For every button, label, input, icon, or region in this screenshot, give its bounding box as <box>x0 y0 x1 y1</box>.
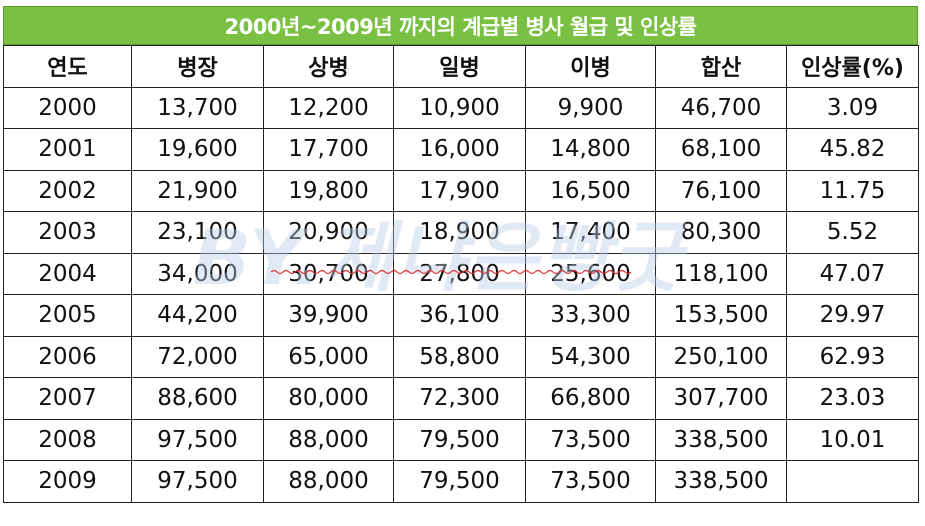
cell-private-first-class: 79,500 <box>393 418 526 461</box>
cell-year: 2005 <box>3 294 132 337</box>
table-row: 2002 21,900 19,800 17,900 16,500 76,100 11.75 <box>3 169 919 212</box>
cell-increase-rate <box>786 460 919 503</box>
cell-sergeant: 23,100 <box>131 211 264 254</box>
table-row: 2003 23,100 20,900 18,900 17,400 80,300 5.52 <box>3 211 919 254</box>
cell-private: 25,600 <box>525 252 656 295</box>
column-header-private: 이병 <box>525 45 656 88</box>
cell-increase-rate: 3.09 <box>786 86 919 129</box>
cell-private: 66,800 <box>525 377 656 420</box>
cell-private: 16,500 <box>525 169 656 212</box>
column-header-increase-rate: 인상률(%) <box>786 45 919 88</box>
cell-corporal: 65,000 <box>263 335 394 378</box>
cell-private-first-class: 58,800 <box>393 335 526 378</box>
cell-private-first-class: 27,800 <box>393 252 526 295</box>
header-row: 연도 병장 상병 일병 이병 합산 인상률(%) <box>3 45 919 88</box>
cell-total: 76,100 <box>655 169 787 212</box>
cell-increase-rate: 10.01 <box>786 418 919 461</box>
cell-year: 2004 <box>3 252 132 295</box>
cell-private: 33,300 <box>525 294 656 337</box>
cell-sergeant: 34,000 <box>131 252 264 295</box>
cell-year: 2000 <box>3 86 132 129</box>
cell-total: 250,100 <box>655 335 787 378</box>
table-row: 2008 97,500 88,000 79,500 73,500 338,500 10.01 <box>3 418 919 461</box>
cell-private-first-class: 72,300 <box>393 377 526 420</box>
cell-private-first-class: 79,500 <box>393 460 526 503</box>
cell-sergeant: 13,700 <box>131 86 264 129</box>
cell-increase-rate: 23.03 <box>786 377 919 420</box>
cell-total: 46,700 <box>655 86 787 129</box>
cell-year: 2007 <box>3 377 132 420</box>
salary-table: 연도 병장 상병 일병 이병 합산 인상률(%) 2000 13,700 12,20… <box>3 45 919 503</box>
cell-year: 2009 <box>3 460 132 503</box>
cell-corporal: 80,000 <box>263 377 394 420</box>
cell-total: 338,500 <box>655 460 787 503</box>
cell-private: 73,500 <box>525 418 656 461</box>
cell-private-first-class: 36,100 <box>393 294 526 337</box>
table-row: 2000 13,700 12,200 10,900 9,900 46,700 3.09 <box>3 86 919 129</box>
cell-sergeant: 72,000 <box>131 335 264 378</box>
cell-year: 2002 <box>3 169 132 212</box>
table-body: 2000 13,700 12,200 10,900 9,900 46,700 3.09 200… <box>3 86 919 503</box>
cell-total: 68,100 <box>655 128 787 171</box>
cell-corporal: 88,000 <box>263 460 394 503</box>
cell-corporal: 20,900 <box>263 211 394 254</box>
table-title: 2000년~2009년 까지의 계급별 병사 월급 및 인상률 <box>3 6 918 45</box>
cell-corporal: 88,000 <box>263 418 394 461</box>
table-row: 2001 19,600 17,700 16,000 14,800 68,100 45.82 <box>3 128 919 171</box>
cell-year: 2008 <box>3 418 132 461</box>
cell-sergeant: 97,500 <box>131 460 264 503</box>
table-row: 2007 88,600 80,000 72,300 66,800 307,700 23.03 <box>3 377 919 420</box>
column-header-corporal: 상병 <box>263 45 394 88</box>
cell-private: 54,300 <box>525 335 656 378</box>
cell-corporal: 30,700 <box>263 252 394 295</box>
cell-total: 307,700 <box>655 377 787 420</box>
cell-increase-rate: 45.82 <box>786 128 919 171</box>
cell-year: 2001 <box>3 128 132 171</box>
cell-sergeant: 97,500 <box>131 418 264 461</box>
salary-table-container: 2000년~2009년 까지의 계급별 병사 월급 및 인상률 연도 병장 상병… <box>3 6 919 508</box>
cell-corporal: 39,900 <box>263 294 394 337</box>
cell-private: 73,500 <box>525 460 656 503</box>
column-header-year: 연도 <box>3 45 132 88</box>
cell-corporal: 12,200 <box>263 86 394 129</box>
cell-total: 118,100 <box>655 252 787 295</box>
cell-year: 2006 <box>3 335 132 378</box>
column-header-sergeant: 병장 <box>131 45 264 88</box>
table-row: 2006 72,000 65,000 58,800 54,300 250,100 62.93 <box>3 335 919 378</box>
cell-increase-rate: 29.97 <box>786 294 919 337</box>
cell-corporal: 19,800 <box>263 169 394 212</box>
cell-increase-rate: 47.07 <box>786 252 919 295</box>
cell-sergeant: 88,600 <box>131 377 264 420</box>
cell-sergeant: 19,600 <box>131 128 264 171</box>
cell-increase-rate: 11.75 <box>786 169 919 212</box>
table-row: 2005 44,200 39,900 36,100 33,300 153,500 29.97 <box>3 294 919 337</box>
cell-total: 153,500 <box>655 294 787 337</box>
cell-private-first-class: 16,000 <box>393 128 526 171</box>
cell-private-first-class: 10,900 <box>393 86 526 129</box>
cell-increase-rate: 5.52 <box>786 211 919 254</box>
cell-private: 9,900 <box>525 86 656 129</box>
column-header-private-first-class: 일병 <box>393 45 526 88</box>
table-row: 2009 97,500 88,000 79,500 73,500 338,500 <box>3 460 919 503</box>
cell-corporal: 17,700 <box>263 128 394 171</box>
column-header-total: 합산 <box>655 45 787 88</box>
table-row: 2004 34,000 30,700 27,800 25,600 118,100 47.07 <box>3 252 919 295</box>
cell-total: 80,300 <box>655 211 787 254</box>
cell-total: 338,500 <box>655 418 787 461</box>
cell-private-first-class: 18,900 <box>393 211 526 254</box>
cell-private: 17,400 <box>525 211 656 254</box>
cell-increase-rate: 62.93 <box>786 335 919 378</box>
cell-sergeant: 44,200 <box>131 294 264 337</box>
cell-year: 2003 <box>3 211 132 254</box>
cell-private: 14,800 <box>525 128 656 171</box>
cell-sergeant: 21,900 <box>131 169 264 212</box>
cell-private-first-class: 17,900 <box>393 169 526 212</box>
